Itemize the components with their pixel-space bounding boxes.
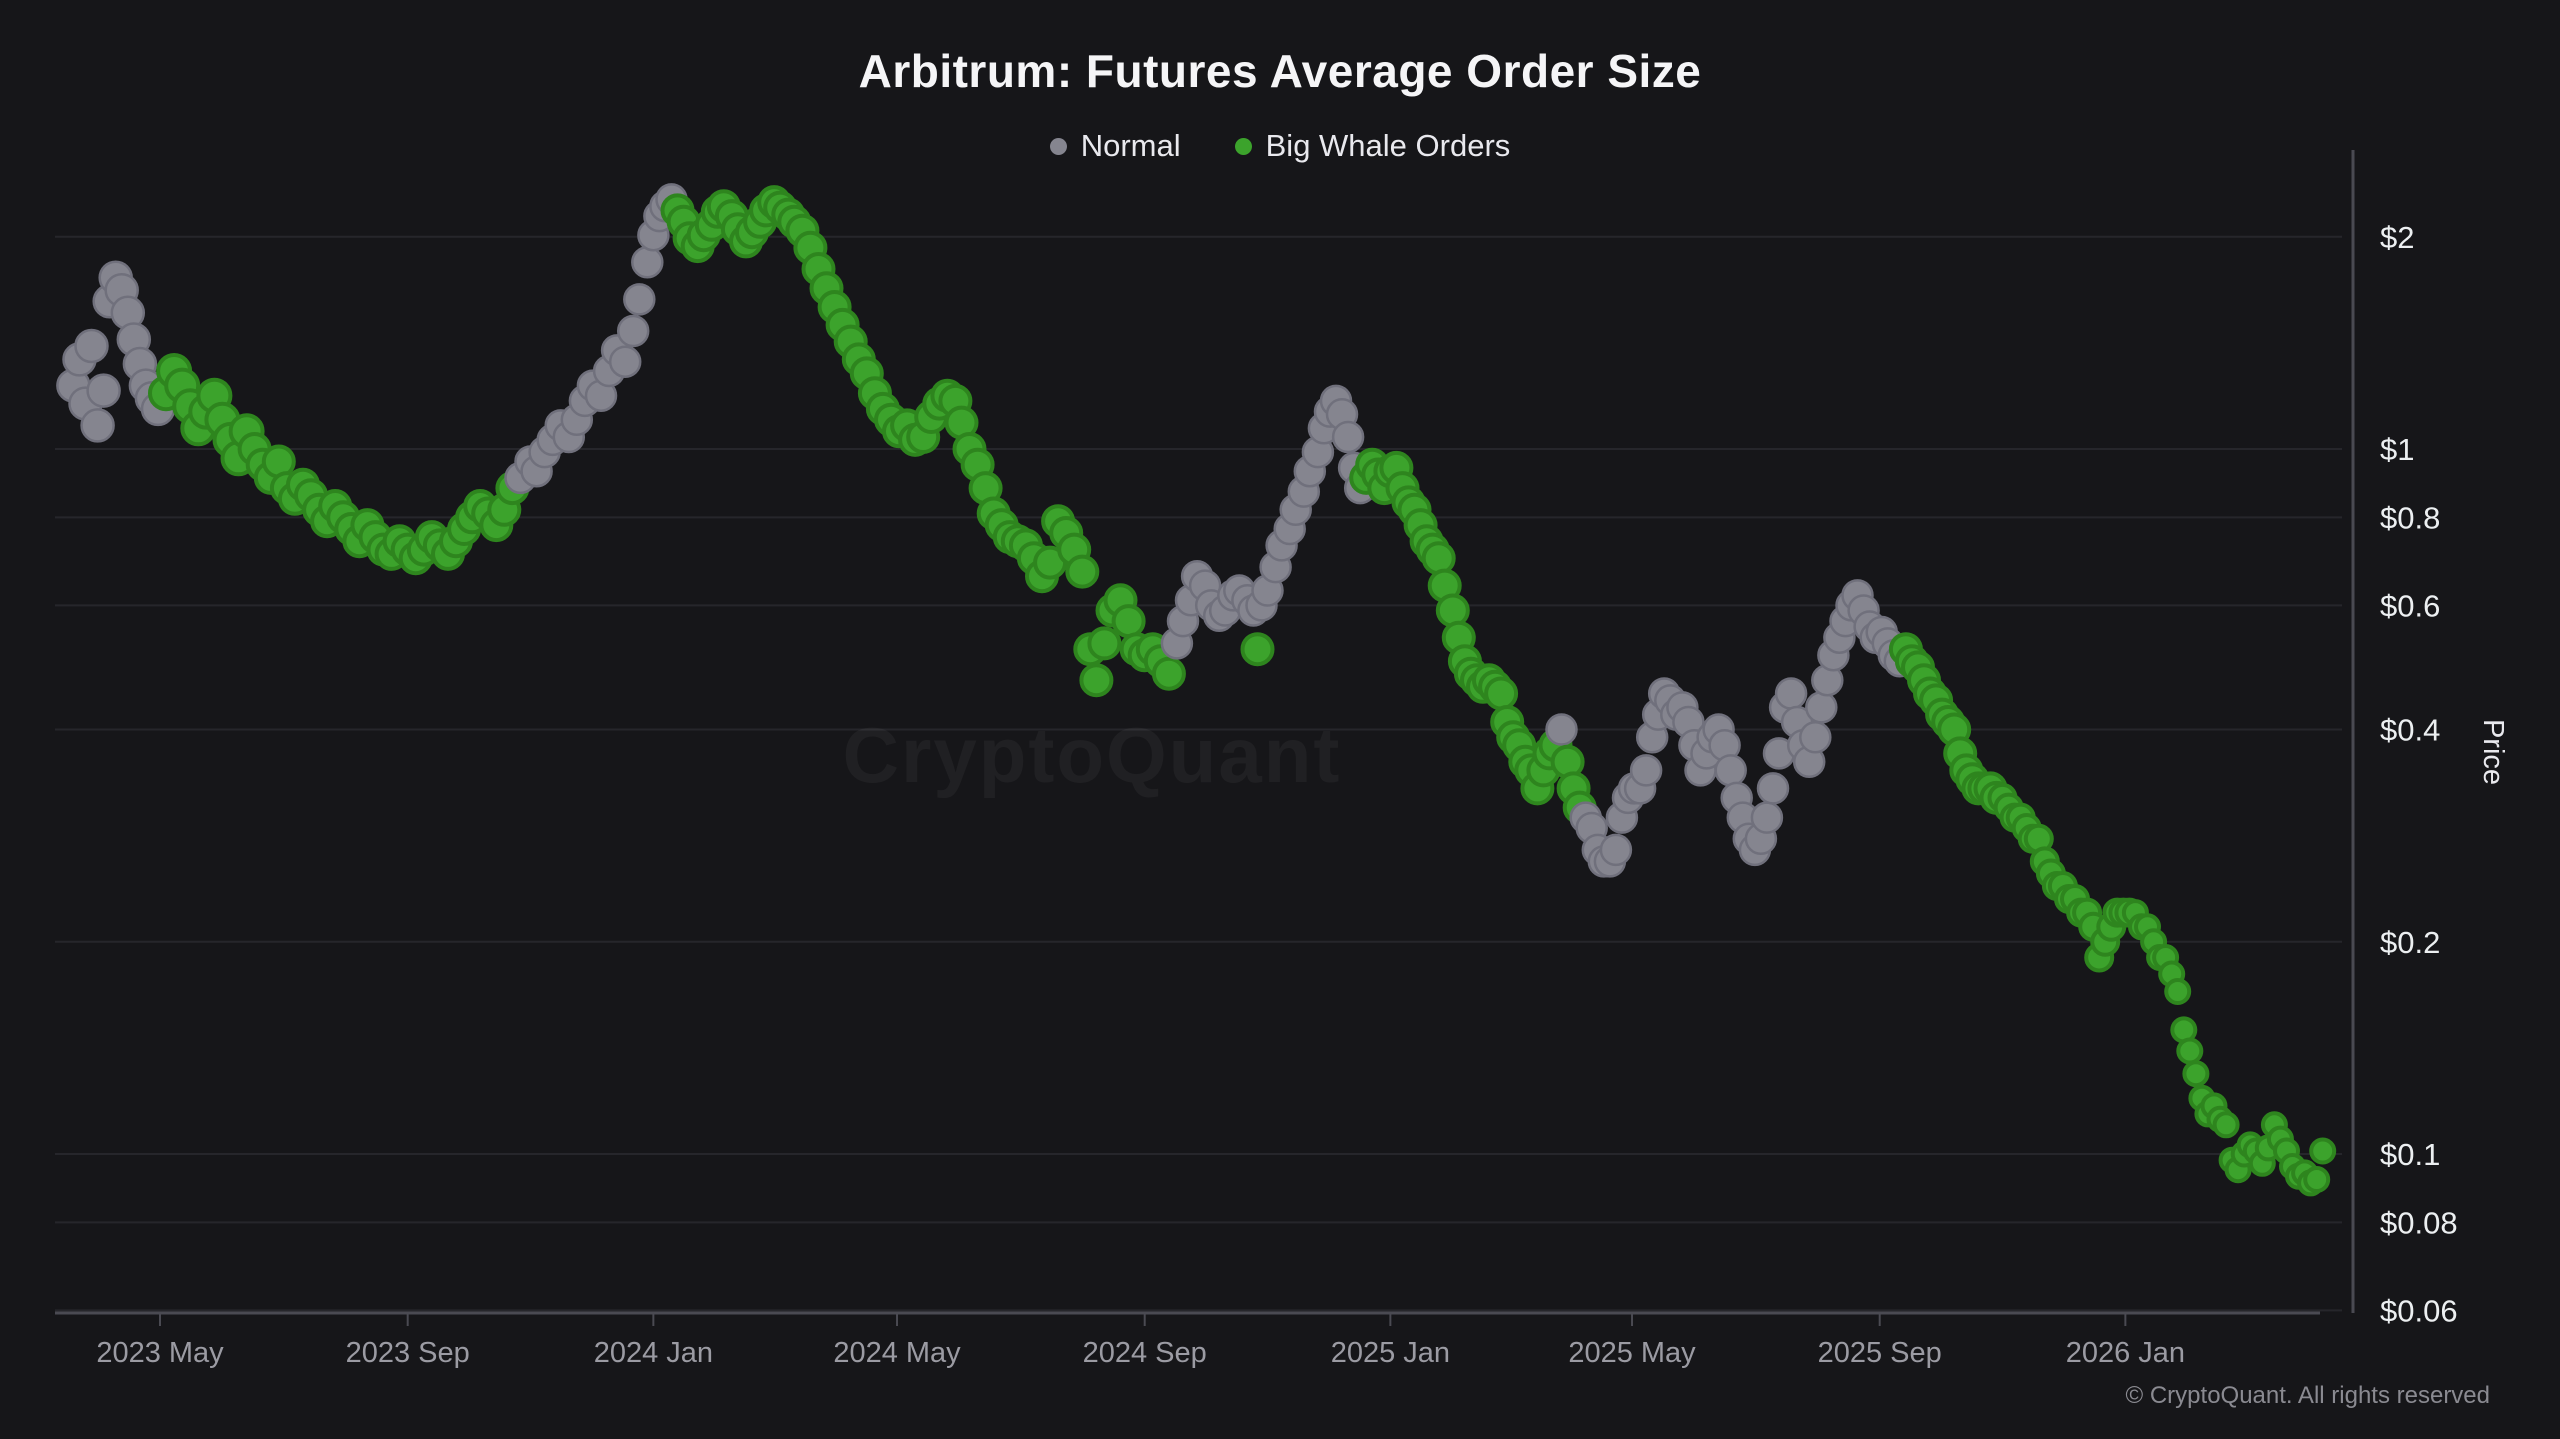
data-point[interactable]: [1799, 721, 1832, 754]
y-tick-label: $0.2: [2380, 925, 2440, 960]
y-tick-label: $2: [2380, 220, 2414, 255]
y-tick-label: $0.06: [2380, 1293, 2458, 1328]
chart-legend: Normal Big Whale Orders: [0, 128, 2560, 164]
data-point[interactable]: [631, 246, 664, 279]
data-point[interactable]: [623, 283, 656, 316]
x-tick-label: 2024 Jan: [594, 1337, 713, 1369]
data-point[interactable]: [1484, 676, 1519, 711]
data-point[interactable]: [80, 408, 115, 443]
x-tick-label: 2024 Sep: [1083, 1337, 1207, 1369]
watermark: CryptoQuant: [843, 711, 1342, 799]
data-point[interactable]: [74, 328, 109, 364]
data-point[interactable]: [86, 373, 121, 408]
x-tick-label: 2024 May: [833, 1337, 961, 1369]
x-tick-label: 2026 Jan: [2066, 1337, 2185, 1369]
data-point[interactable]: [1805, 691, 1838, 724]
y-tick-label: $0.8: [2380, 500, 2440, 535]
data-point[interactable]: [1435, 593, 1470, 628]
data-point[interactable]: [1629, 754, 1663, 787]
legend-item-normal[interactable]: Normal: [1049, 128, 1181, 164]
data-point[interactable]: [1756, 772, 1790, 805]
legend-label-normal: Normal: [1080, 128, 1181, 163]
data-point[interactable]: [1087, 626, 1122, 661]
x-tick-label: 2023 May: [96, 1337, 224, 1369]
data-point[interactable]: [1774, 677, 1808, 710]
normal-dot-icon: [1049, 137, 1067, 155]
y-tick-label: $0.6: [2380, 588, 2440, 623]
y-tick-label: $1: [2380, 432, 2414, 467]
data-point[interactable]: [1151, 656, 1186, 691]
axes: $2 $1 $0.8 $0.6 $0.4 $0.2 $0.1 $0.08 $0.06 2023 M…: [55, 150, 2458, 1369]
legend-item-whale[interactable]: Big Whale Orders: [1234, 128, 1511, 164]
data-point[interactable]: [1079, 663, 1114, 698]
chart-title: Arbitrum: Futures Average Order Size: [858, 45, 1702, 97]
data-point[interactable]: [2176, 1037, 2204, 1065]
legend-label-whale: Big Whale Orders: [1265, 128, 1511, 163]
data-point[interactable]: [1545, 713, 1578, 746]
x-tick-label: 2023 Sep: [346, 1337, 470, 1369]
data-point[interactable]: [1421, 541, 1456, 576]
data-point[interactable]: [616, 314, 650, 348]
data-point[interactable]: [1240, 632, 1275, 667]
data-point[interactable]: [1599, 833, 1633, 867]
data-point[interactable]: [2164, 978, 2192, 1005]
scatter-points: [56, 183, 2337, 1197]
y-tick-label: $0.1: [2380, 1137, 2440, 1172]
data-point[interactable]: [1065, 554, 1100, 589]
copyright-notice: © CryptoQuant. All rights reserved: [2125, 1382, 2491, 1409]
data-point[interactable]: [1750, 801, 1784, 834]
data-point[interactable]: [2303, 1166, 2331, 1193]
data-point[interactable]: [2309, 1137, 2337, 1165]
y-tick-label: $0.08: [2380, 1205, 2458, 1240]
y-tick-label: $0.4: [2380, 713, 2440, 748]
y-axis-title: Price: [2477, 719, 2509, 785]
x-tick-label: 2025 Sep: [1818, 1337, 1942, 1369]
data-point[interactable]: [1331, 420, 1365, 454]
data-point[interactable]: [608, 345, 642, 378]
whale-dot-icon: [1234, 137, 1252, 155]
data-point[interactable]: [2182, 1060, 2210, 1088]
gridlines: [55, 235, 2342, 1312]
data-point[interactable]: [1714, 754, 1747, 787]
data-point[interactable]: [2212, 1111, 2240, 1139]
data-point[interactable]: [1111, 604, 1146, 639]
x-tick-label: 2025 May: [1568, 1337, 1696, 1369]
x-tick-label: 2025 Jan: [1331, 1337, 1450, 1369]
